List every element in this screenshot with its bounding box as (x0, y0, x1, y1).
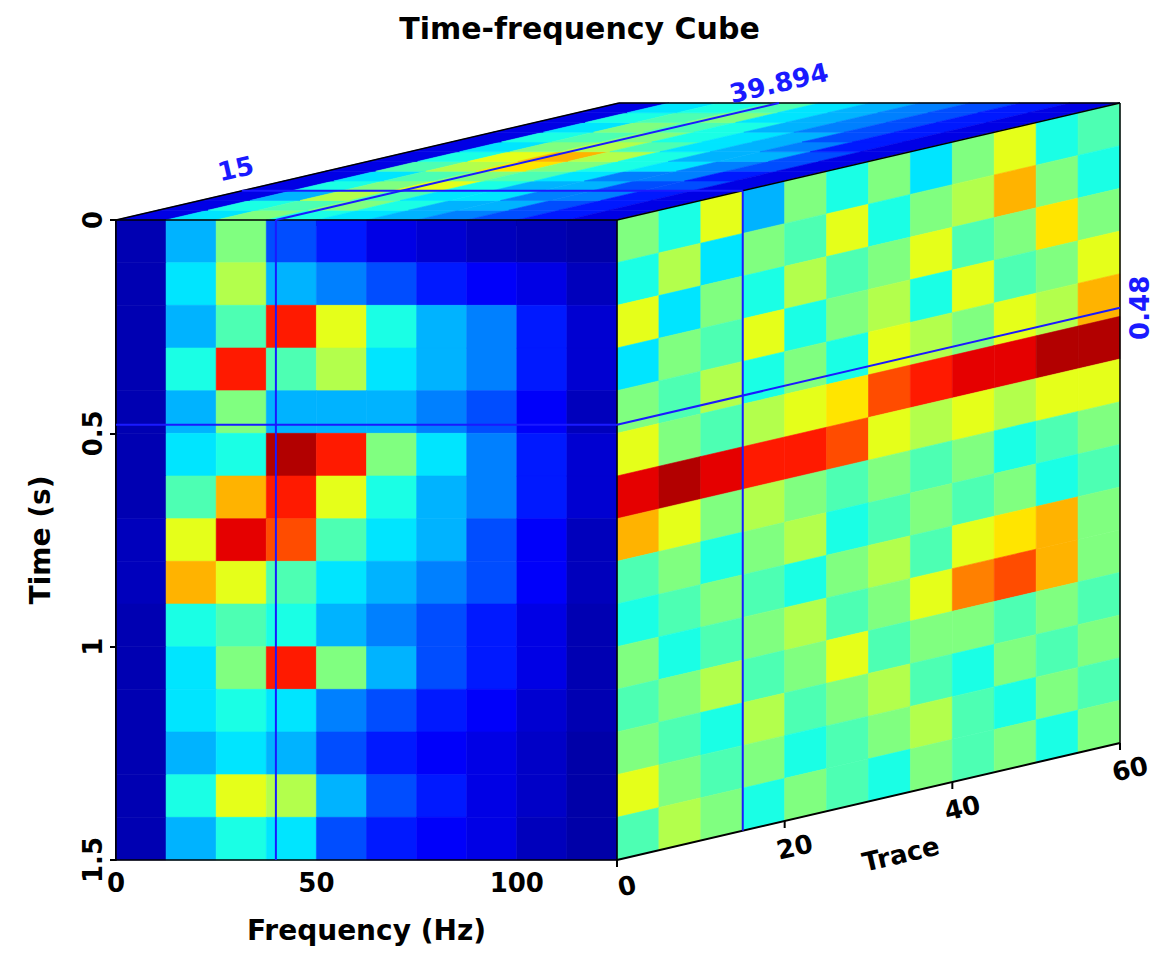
svg-text:15: 15 (215, 150, 257, 187)
svg-text:39.894: 39.894 (727, 57, 832, 109)
svg-text:Time (s): Time (s) (24, 476, 57, 605)
svg-text:100: 100 (490, 868, 544, 898)
svg-text:50: 50 (298, 868, 334, 898)
svg-text:1: 1 (78, 638, 108, 656)
svg-text:20: 20 (774, 828, 816, 865)
svg-text:60: 60 (1109, 750, 1151, 787)
svg-text:Trace: Trace (859, 831, 942, 878)
svg-text:0: 0 (78, 211, 108, 229)
svg-text:Time-frequency Cube: Time-frequency Cube (399, 11, 760, 46)
svg-text:0: 0 (107, 868, 125, 898)
svg-text:0.5: 0.5 (78, 410, 108, 456)
svg-text:0.48: 0.48 (1125, 276, 1155, 340)
svg-text:1.5: 1.5 (78, 837, 108, 883)
svg-text:40: 40 (941, 789, 983, 826)
svg-text:0: 0 (615, 869, 639, 902)
svg-text:Frequency (Hz): Frequency (Hz) (247, 914, 486, 947)
